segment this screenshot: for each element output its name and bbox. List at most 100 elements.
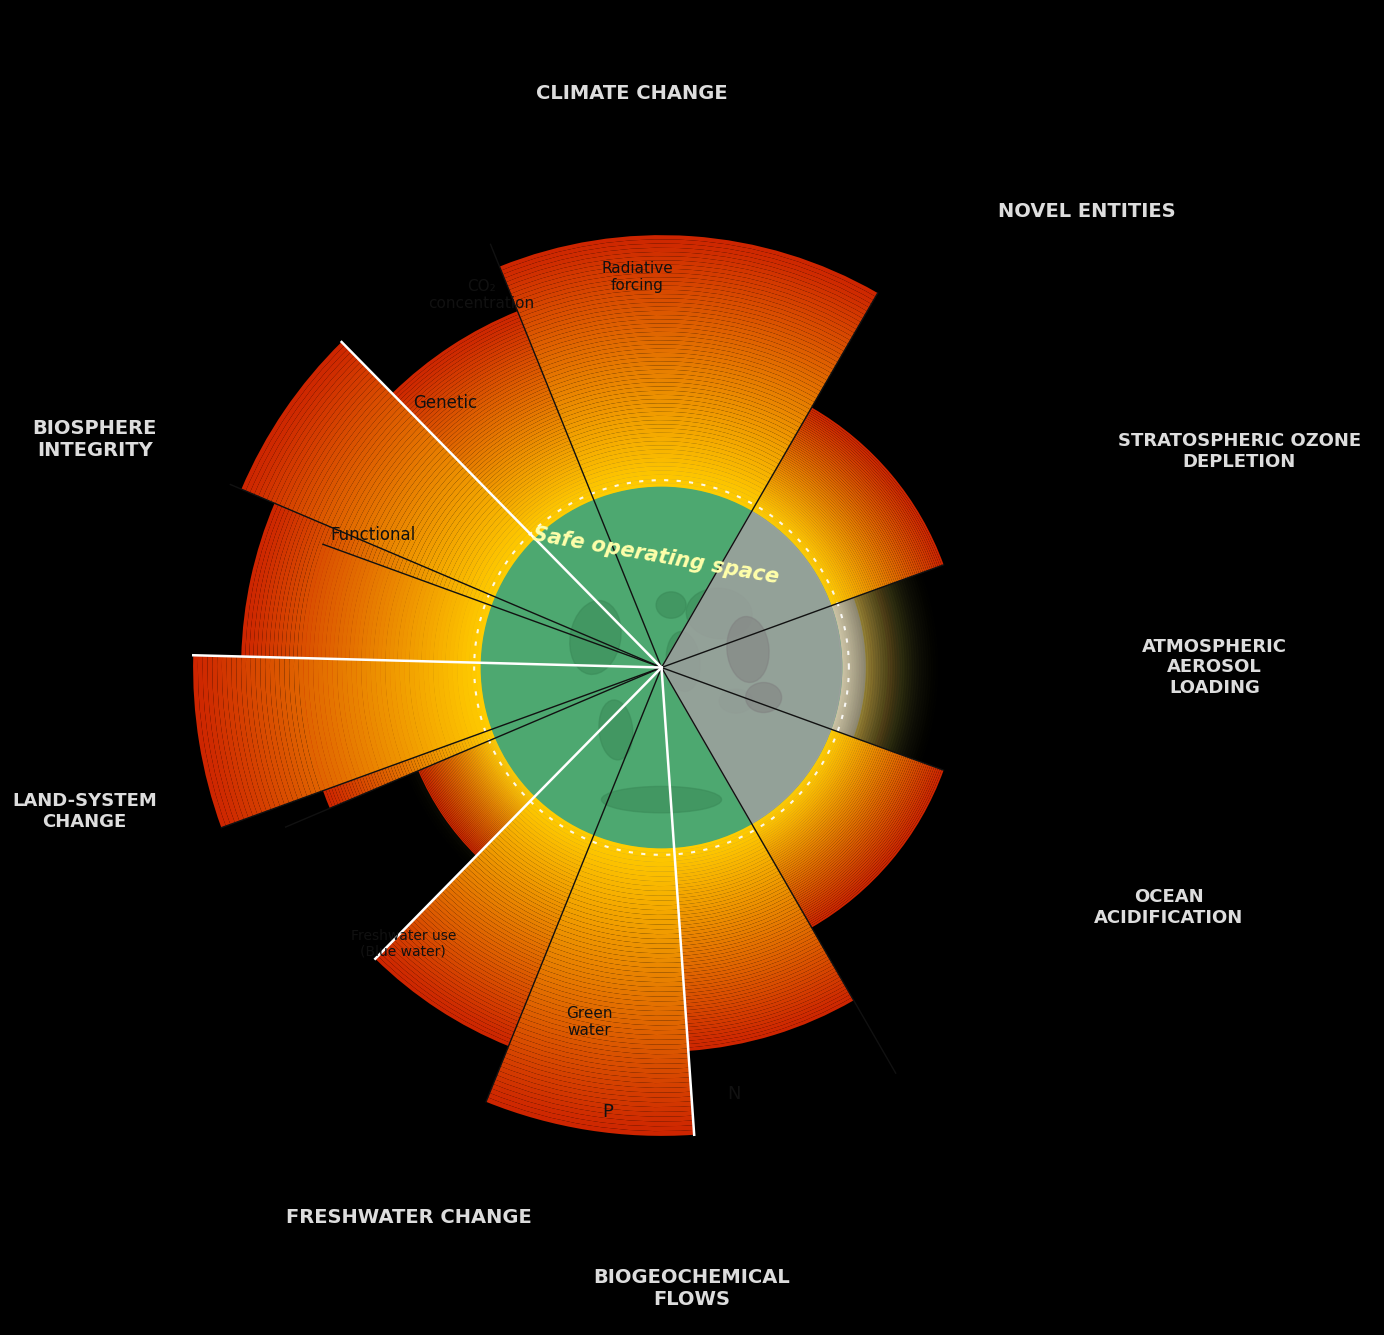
- Wedge shape: [513, 272, 858, 330]
- Wedge shape: [198, 655, 230, 826]
- Wedge shape: [588, 844, 675, 862]
- Wedge shape: [835, 605, 846, 730]
- Wedge shape: [515, 278, 857, 334]
- Wedge shape: [581, 454, 768, 486]
- Wedge shape: [785, 453, 894, 583]
- Wedge shape: [406, 567, 429, 661]
- Wedge shape: [397, 577, 421, 770]
- Circle shape: [457, 463, 865, 872]
- Wedge shape: [803, 764, 929, 913]
- Wedge shape: [448, 594, 468, 750]
- Wedge shape: [587, 466, 763, 497]
- Wedge shape: [684, 939, 819, 983]
- Wedge shape: [371, 659, 393, 766]
- Wedge shape: [779, 463, 883, 587]
- Wedge shape: [772, 474, 872, 591]
- Wedge shape: [340, 558, 368, 793]
- Wedge shape: [322, 405, 406, 525]
- Wedge shape: [551, 374, 808, 417]
- Wedge shape: [533, 796, 594, 838]
- Wedge shape: [471, 519, 519, 589]
- Text: LAND-SYSTEM
CHANGE: LAND-SYSTEM CHANGE: [12, 792, 156, 830]
- Wedge shape: [262, 511, 296, 657]
- Wedge shape: [255, 352, 354, 497]
- Wedge shape: [334, 555, 363, 796]
- Wedge shape: [591, 479, 756, 507]
- Text: NOVEL ENTITIES: NOVEL ENTITIES: [998, 202, 1175, 220]
- Wedge shape: [774, 471, 875, 591]
- Circle shape: [462, 469, 861, 866]
- Wedge shape: [567, 897, 680, 920]
- Wedge shape: [419, 479, 480, 566]
- Wedge shape: [677, 865, 776, 898]
- Wedge shape: [433, 662, 451, 745]
- Wedge shape: [846, 601, 857, 734]
- Wedge shape: [770, 478, 866, 594]
- Wedge shape: [851, 598, 864, 737]
- Wedge shape: [370, 553, 396, 659]
- Wedge shape: [249, 506, 285, 657]
- Wedge shape: [662, 511, 841, 824]
- Wedge shape: [385, 661, 407, 762]
- Wedge shape: [353, 547, 382, 659]
- Wedge shape: [479, 745, 523, 809]
- Wedge shape: [837, 603, 850, 732]
- Wedge shape: [851, 598, 864, 737]
- Wedge shape: [399, 932, 523, 1015]
- Wedge shape: [684, 936, 818, 980]
- Wedge shape: [786, 753, 897, 884]
- Wedge shape: [757, 501, 841, 602]
- Wedge shape: [556, 924, 681, 949]
- Wedge shape: [273, 515, 307, 657]
- Wedge shape: [403, 467, 468, 559]
- Wedge shape: [796, 434, 915, 575]
- Ellipse shape: [602, 786, 721, 813]
- Wedge shape: [338, 557, 365, 794]
- Wedge shape: [501, 1061, 692, 1097]
- Wedge shape: [832, 605, 843, 730]
- Text: OCEAN
ACIDIFICATION: OCEAN ACIDIFICATION: [1093, 888, 1243, 926]
- Wedge shape: [768, 740, 862, 853]
- Wedge shape: [754, 732, 839, 830]
- Wedge shape: [570, 425, 783, 461]
- Wedge shape: [511, 818, 583, 866]
- Wedge shape: [414, 570, 437, 661]
- Wedge shape: [270, 657, 298, 801]
- Wedge shape: [768, 741, 865, 854]
- Wedge shape: [364, 566, 390, 784]
- Wedge shape: [685, 963, 833, 1011]
- Wedge shape: [502, 243, 873, 304]
- Wedge shape: [559, 914, 681, 939]
- Text: BIOGEOCHEMICAL
FLOWS: BIOGEOCHEMICAL FLOWS: [594, 1268, 790, 1310]
- Wedge shape: [349, 561, 376, 789]
- Wedge shape: [454, 506, 507, 581]
- Wedge shape: [587, 848, 675, 866]
- Wedge shape: [577, 441, 775, 475]
- Wedge shape: [681, 914, 805, 956]
- Wedge shape: [316, 550, 346, 802]
- Wedge shape: [511, 469, 583, 517]
- Wedge shape: [459, 753, 509, 824]
- Wedge shape: [433, 590, 454, 757]
- Wedge shape: [519, 286, 853, 340]
- Wedge shape: [779, 748, 883, 872]
- Wedge shape: [531, 987, 686, 1016]
- Wedge shape: [379, 571, 404, 778]
- Wedge shape: [450, 387, 549, 454]
- Wedge shape: [417, 343, 531, 421]
- Wedge shape: [477, 425, 565, 483]
- Wedge shape: [684, 951, 826, 996]
- Wedge shape: [335, 414, 415, 530]
- Wedge shape: [516, 282, 854, 336]
- Wedge shape: [799, 429, 922, 574]
- Wedge shape: [843, 601, 855, 734]
- Wedge shape: [523, 1004, 686, 1035]
- Wedge shape: [840, 602, 851, 733]
- Circle shape: [446, 451, 877, 884]
- Wedge shape: [805, 417, 934, 569]
- Wedge shape: [837, 603, 848, 732]
- Wedge shape: [302, 545, 332, 808]
- Wedge shape: [415, 477, 477, 565]
- Wedge shape: [418, 770, 477, 856]
- Wedge shape: [338, 659, 361, 778]
